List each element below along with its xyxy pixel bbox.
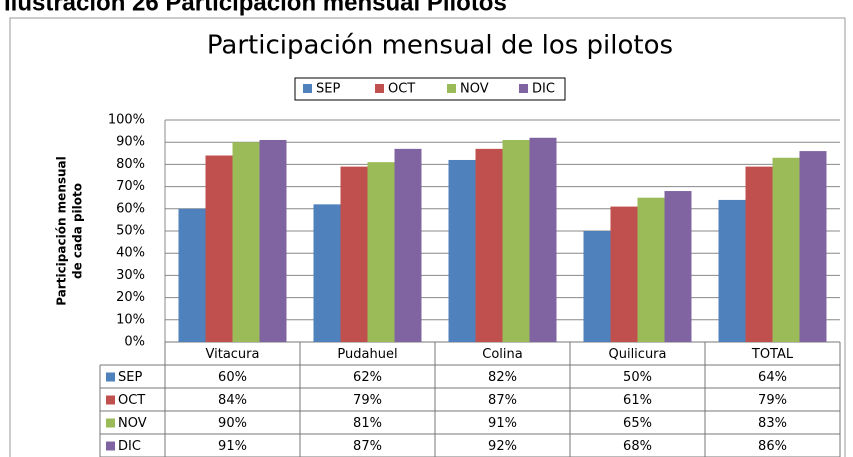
table-swatch [106, 372, 115, 382]
legend-box [294, 77, 566, 101]
bar [367, 162, 395, 342]
legend-label: DIC [532, 82, 555, 97]
y-tick-label: 10% [116, 312, 145, 327]
bar [799, 151, 827, 342]
table-value: 91% [488, 416, 517, 431]
y-tick-label: 70% [116, 179, 145, 194]
bar [772, 157, 800, 342]
table-value: 87% [353, 439, 382, 454]
bar [205, 155, 233, 342]
y-axis-label: de cada piloto [71, 183, 85, 279]
bar [664, 191, 692, 342]
table-value: 91% [218, 439, 247, 454]
y-tick-label: 80% [116, 157, 145, 172]
legend-swatch [519, 84, 528, 93]
caption: Ilustración 26 Participación mensual Pil… [4, 0, 507, 16]
bar [448, 159, 476, 342]
y-tick-label: 20% [116, 290, 145, 305]
bar [745, 166, 773, 342]
table-series-name: DIC [118, 439, 141, 454]
x-tick-label: Colina [482, 347, 522, 362]
bar [529, 137, 557, 342]
table-swatch [106, 418, 115, 428]
bar [340, 166, 368, 342]
bar [259, 139, 287, 342]
table-value: 62% [353, 370, 382, 385]
chart-title: Participación mensual de los pilotos [207, 31, 673, 61]
table-value: 90% [218, 416, 247, 431]
table-value: 84% [218, 393, 247, 408]
legend-swatch [447, 84, 456, 93]
table-value: 79% [758, 393, 787, 408]
table-value: 68% [623, 439, 652, 454]
x-tick-label: Vitacura [206, 347, 260, 362]
x-tick-label: TOTAL [751, 347, 794, 362]
x-tick-label: Pudahuel [337, 347, 397, 362]
legend-swatch [375, 84, 384, 93]
table-value: 83% [758, 416, 787, 431]
table-series-name: OCT [118, 393, 145, 408]
table-value: 61% [623, 393, 652, 408]
legend-swatch [303, 84, 312, 93]
x-tick-label: Quilicura [608, 347, 666, 362]
table-value: 92% [488, 439, 517, 454]
y-tick-label: 50% [116, 224, 145, 239]
legend-label: SEP [316, 82, 340, 97]
bar [178, 208, 206, 342]
table-value: 65% [623, 416, 652, 431]
table-series-name: NOV [118, 416, 147, 431]
table-series-name: SEP [118, 370, 142, 385]
table-value: 81% [353, 416, 382, 431]
y-tick-label: 0% [124, 335, 145, 350]
table-value: 82% [488, 370, 517, 385]
table-swatch [106, 395, 115, 405]
bar [394, 148, 422, 342]
bar [610, 206, 638, 342]
y-tick-label: 90% [116, 135, 145, 150]
legend-label: NOV [460, 82, 489, 97]
table-value: 60% [218, 370, 247, 385]
table-value: 79% [353, 393, 382, 408]
y-tick-label: 60% [116, 201, 145, 216]
y-axis-label: Participación mensual [55, 156, 69, 306]
y-tick-label: 100% [108, 113, 145, 128]
table-swatch [106, 441, 115, 451]
legend-label: OCT [388, 82, 415, 97]
bar [637, 197, 665, 342]
table-value: 87% [488, 393, 517, 408]
bar [583, 231, 611, 342]
bar [718, 199, 746, 342]
bar [313, 204, 341, 342]
y-tick-label: 30% [116, 268, 145, 283]
bar [502, 139, 530, 342]
y-tick-label: 40% [116, 246, 145, 261]
table-value: 50% [623, 370, 652, 385]
table-value: 64% [758, 370, 787, 385]
bar [232, 142, 260, 342]
table-value: 86% [758, 439, 787, 454]
bar [475, 148, 503, 342]
